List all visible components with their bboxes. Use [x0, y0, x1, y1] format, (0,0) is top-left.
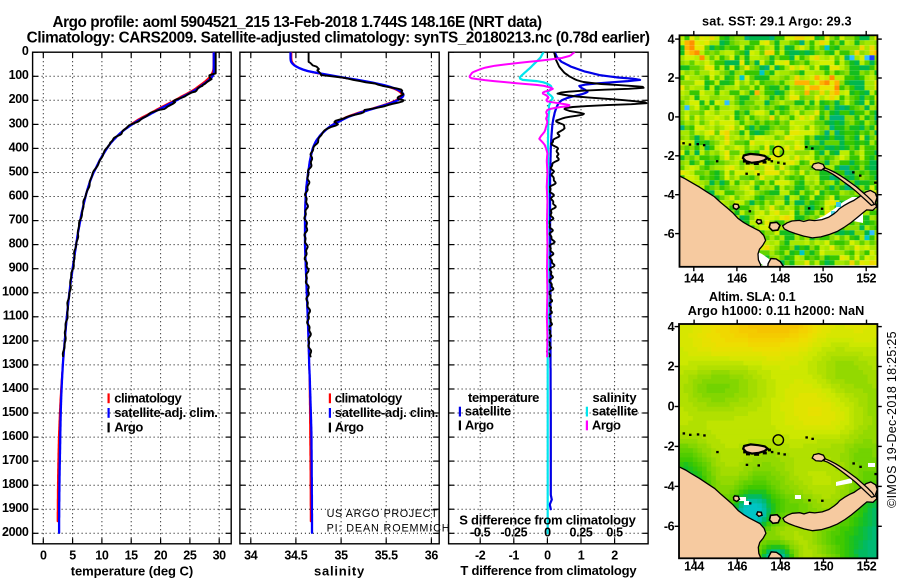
- svg-text:temperature (deg C): temperature (deg C): [71, 564, 193, 579]
- svg-text:1000: 1000: [2, 285, 29, 299]
- svg-text:34: 34: [244, 549, 258, 563]
- svg-text:0: 0: [668, 110, 675, 124]
- svg-text:satellite-adj. clim.: satellite-adj. clim.: [335, 405, 438, 420]
- svg-text:1500: 1500: [2, 405, 29, 419]
- svg-text:2000: 2000: [2, 525, 29, 539]
- svg-text:Altim. SLA: 0.1: Altim. SLA: 0.1: [709, 290, 796, 304]
- svg-text:150: 150: [813, 271, 833, 285]
- svg-text:Argo h1000: 0.11 h2000: NaN: Argo h1000: 0.11 h2000: NaN: [688, 304, 865, 318]
- svg-text:0: 0: [22, 44, 29, 58]
- svg-text:satellite: satellite: [465, 404, 511, 419]
- svg-text:10: 10: [95, 549, 109, 563]
- svg-text:-6: -6: [664, 520, 675, 534]
- svg-text:salinity: salinity: [593, 390, 638, 405]
- svg-text:4: 4: [668, 32, 675, 46]
- svg-text:700: 700: [9, 213, 29, 227]
- svg-text:500: 500: [9, 164, 29, 178]
- svg-text:152: 152: [857, 560, 877, 574]
- svg-text:5: 5: [69, 549, 76, 563]
- svg-text:2: 2: [668, 360, 675, 374]
- svg-text:T difference from climatology: T difference from climatology: [460, 563, 637, 578]
- svg-text:20: 20: [154, 549, 168, 563]
- svg-text:144: 144: [684, 560, 704, 574]
- svg-text:-1: -1: [509, 549, 520, 563]
- svg-text:148: 148: [770, 560, 790, 574]
- svg-text:900: 900: [9, 261, 29, 275]
- svg-text:satellite: satellite: [592, 404, 638, 419]
- svg-text:0.5: 0.5: [606, 525, 623, 539]
- svg-text:-2: -2: [475, 549, 486, 563]
- svg-text:0: 0: [668, 400, 675, 414]
- svg-text:1600: 1600: [2, 429, 29, 443]
- svg-text:S difference from climatology: S difference from climatology: [459, 513, 636, 528]
- svg-text:-4: -4: [664, 480, 675, 494]
- svg-text:PI: DEAN ROEMMICH: PI: DEAN ROEMMICH: [327, 522, 451, 534]
- svg-text:-0.25: -0.25: [500, 525, 527, 539]
- svg-text:30: 30: [213, 549, 227, 563]
- svg-text:Argo: Argo: [335, 420, 364, 435]
- svg-text:©IMOS 19-Dec-2018 18:25:25: ©IMOS 19-Dec-2018 18:25:25: [885, 331, 899, 508]
- svg-text:2: 2: [668, 71, 675, 85]
- svg-text:600: 600: [9, 188, 29, 202]
- svg-text:-0.5: -0.5: [470, 525, 491, 539]
- svg-text:temperature: temperature: [468, 390, 539, 405]
- svg-text:200: 200: [9, 92, 29, 106]
- svg-text:34.5: 34.5: [284, 549, 307, 563]
- svg-text:148: 148: [770, 271, 790, 285]
- svg-text:Argo: Argo: [592, 418, 621, 433]
- svg-text:0: 0: [544, 525, 551, 539]
- svg-text:-2: -2: [664, 440, 675, 454]
- svg-text:US ARGO PROJECT: US ARGO PROJECT: [327, 508, 439, 520]
- svg-text:0: 0: [40, 549, 47, 563]
- svg-text:15: 15: [125, 549, 139, 563]
- svg-text:Argo: Argo: [114, 420, 143, 435]
- svg-text:35.5: 35.5: [375, 549, 398, 563]
- svg-text:146: 146: [727, 271, 747, 285]
- svg-text:1100: 1100: [3, 309, 29, 323]
- svg-text:800: 800: [9, 237, 29, 251]
- svg-text:Climatology: CARS2009. Satelli: Climatology: CARS2009. Satellite-adjuste…: [27, 30, 650, 47]
- svg-text:1800: 1800: [2, 477, 29, 491]
- svg-text:1300: 1300: [2, 357, 29, 371]
- svg-text:1700: 1700: [2, 453, 29, 467]
- svg-text:1400: 1400: [2, 381, 29, 395]
- svg-text:satellite-adj. clim.: satellite-adj. clim.: [114, 405, 217, 420]
- svg-text:4: 4: [668, 320, 675, 334]
- svg-text:-6: -6: [664, 227, 675, 241]
- svg-text:-2: -2: [664, 149, 675, 163]
- svg-text:-4: -4: [664, 188, 675, 202]
- svg-text:climatology: climatology: [335, 390, 403, 405]
- svg-text:25: 25: [183, 549, 197, 563]
- svg-text:152: 152: [856, 271, 876, 285]
- svg-text:400: 400: [9, 140, 29, 154]
- svg-text:300: 300: [9, 116, 29, 130]
- svg-text:salinity: salinity: [314, 564, 365, 579]
- svg-text:1: 1: [578, 549, 585, 563]
- svg-text:1200: 1200: [2, 333, 29, 347]
- svg-text:Argo profile: aoml 5904521_215: Argo profile: aoml 5904521_215 13-Feb-20…: [52, 14, 542, 31]
- svg-text:100: 100: [9, 68, 29, 82]
- svg-text:0.25: 0.25: [569, 525, 592, 539]
- svg-text:1900: 1900: [2, 501, 29, 515]
- svg-text:35: 35: [334, 549, 348, 563]
- svg-text:sat. SST: 29.1 Argo: 29.3: sat. SST: 29.1 Argo: 29.3: [702, 14, 852, 28]
- svg-text:2: 2: [611, 549, 618, 563]
- svg-text:climatology: climatology: [114, 390, 182, 405]
- svg-text:150: 150: [813, 560, 833, 574]
- svg-text:146: 146: [727, 560, 747, 574]
- svg-text:144: 144: [684, 271, 704, 285]
- svg-text:36: 36: [425, 549, 439, 563]
- svg-text:Argo: Argo: [465, 418, 494, 433]
- svg-text:0: 0: [544, 549, 551, 563]
